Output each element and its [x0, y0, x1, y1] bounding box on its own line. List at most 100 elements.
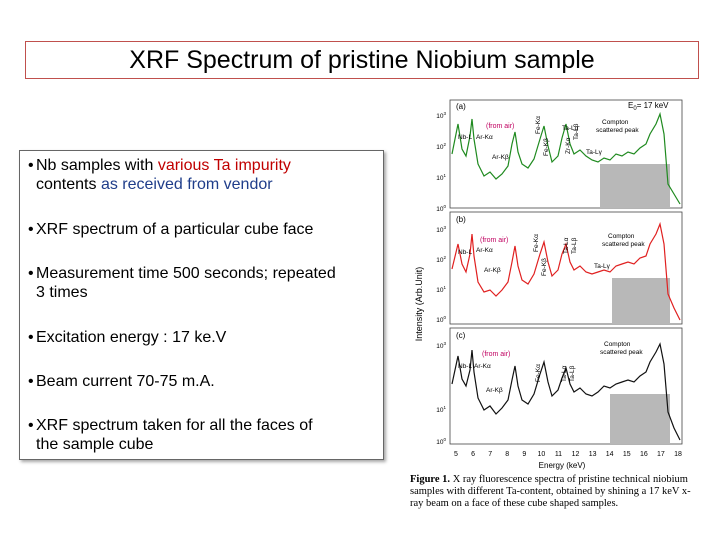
bullet-text: the sample cube	[36, 436, 154, 453]
ytick: 101	[436, 173, 446, 182]
x-tick-label: 11	[555, 451, 562, 458]
x-tick-label: 15	[623, 451, 631, 458]
peak-fe-ka: Fe-Kα	[535, 116, 542, 134]
bullet-text: XRF spectrum taken for all the faces of	[36, 417, 313, 434]
ytick: 103	[436, 225, 446, 234]
peak-ta-lb: Ta-Lβ	[573, 123, 580, 140]
panel-c-yticks: 103 101 100	[436, 341, 446, 446]
ytick: 103	[436, 111, 446, 120]
peak-ta-la: Ta-Lα	[562, 125, 579, 132]
bullet-dot: •	[28, 417, 34, 434]
panel-a-yticks: 103 102 101 100	[436, 111, 446, 213]
panel-b-compton: Compton	[608, 233, 635, 240]
peak-ar-ka: Ar-Kα	[474, 363, 491, 370]
panel-a-e0: E0= 17 keV	[628, 101, 669, 112]
ytick: 102	[436, 255, 446, 264]
x-tick-label: 16	[640, 451, 648, 458]
panel-c-label: (c)	[456, 331, 466, 340]
panel-a: (a) E0= 17 keV (from air) Nb-L Ar-Kα Ar-…	[436, 99, 683, 213]
panel-a-compton-sub: scattered peak	[596, 127, 639, 134]
panel-a-label: (a)	[456, 102, 466, 111]
bullet-text: Nb samples with	[36, 157, 158, 174]
xrf-spectra-figure: Intensity (Arb.Unit) (a) E0= 17 keV (fro…	[414, 99, 683, 470]
caption-text: X ray fluorescence spectra of pristine t…	[410, 474, 691, 509]
peak-ta-lg: Ta-Lγ	[586, 149, 603, 156]
bullet-dot: •	[28, 265, 34, 282]
bullet-dot: •	[28, 373, 34, 390]
slide-title: XRF Spectrum of pristine Niobium sample	[129, 45, 595, 74]
panel-a-from-air: (from air)	[486, 123, 514, 130]
bullet-measurement-time: • Measurement time 500 seconds; repeated…	[28, 264, 378, 302]
panel-b-compton-sub: scattered peak	[602, 241, 645, 248]
panel-c: (c) (from air) Nb-L Ar-Kα Ar-Kβ Fe-Kα Ta…	[436, 327, 683, 446]
bullet-list-box: • Nb samples with various Ta impurity con…	[19, 150, 384, 460]
x-tick-label: 12	[572, 451, 580, 458]
peak-ta-lb: Ta-Lβ	[569, 365, 576, 382]
ytick: 100	[436, 204, 446, 213]
panel-b-label: (b)	[456, 215, 466, 224]
peak-ar-ka: Ar-Kα	[476, 247, 493, 254]
bullet-text: Beam current 70-75 m.A.	[36, 373, 215, 390]
peak-fe-ka: Fe-Kα	[535, 364, 542, 382]
figure-caption: Figure 1. X ray fluorescence spectra of …	[410, 474, 700, 510]
peak-ar-ka: Ar-Kα	[476, 134, 493, 141]
bullet-highlight-blue: as received from vendor	[100, 176, 273, 193]
slide-title-box: XRF Spectrum of pristine Niobium sample	[25, 41, 699, 79]
peak-zr-ka: Zr-Kα	[565, 137, 572, 154]
x-tick-label: 7	[488, 451, 492, 458]
bullet-dot: •	[28, 329, 34, 346]
peak-nb-l: Nb-L	[458, 363, 472, 370]
x-tick-label: 9	[522, 451, 526, 458]
bullet-all-faces: • XRF spectrum taken for all the faces o…	[28, 416, 378, 454]
panel-c-from-air: (from air)	[482, 351, 510, 358]
peak-nb-l: Nb-L	[458, 134, 472, 141]
ytick: 100	[436, 437, 446, 446]
panel-c-compton-sub: scattered peak	[600, 349, 643, 356]
bullet-dot: •	[28, 221, 34, 238]
caption-label: Figure 1.	[410, 474, 451, 485]
x-tick-label: 10	[537, 451, 545, 458]
x-tick-label: 13	[589, 451, 597, 458]
peak-ar-kb: Ar-Kβ	[492, 154, 509, 161]
panel-b-from-air: (from air)	[480, 237, 508, 244]
peak-fe-kb: Fe-Kβ	[543, 138, 550, 156]
ytick: 101	[436, 405, 446, 414]
bullet-highlight-red: various Ta impurity	[157, 157, 291, 174]
peak-ta-la: Ta-Lα	[563, 237, 570, 254]
bullet-xrf-face: • XRF spectrum of a particular cube face	[28, 220, 378, 239]
y-axis-label: Intensity (Arb.Unit)	[414, 267, 424, 342]
panel-a-compton: Compton	[602, 119, 629, 126]
ytick: 103	[436, 341, 446, 350]
peak-ta-la: Ta-Lα	[561, 365, 568, 382]
x-tick-label: 6	[471, 451, 475, 458]
peak-fe-ka: Fe-Kα	[533, 234, 540, 252]
peak-ar-kb: Ar-Kβ	[486, 387, 503, 394]
bullet-excitation-energy: • Excitation energy : 17 ke.V	[28, 328, 378, 347]
bullet-text: 3 times	[36, 284, 88, 301]
bullet-text: Excitation energy : 17 ke.V	[36, 329, 227, 346]
ytick: 101	[436, 285, 446, 294]
x-axis-ticks: 5 6 7 8 9 10 11 12 13 14 15 16 17 18	[454, 451, 682, 458]
bullet-text: Measurement time 500 seconds; repeated	[36, 265, 336, 282]
peak-ar-kb: Ar-Kβ	[484, 267, 501, 274]
bullet-nb-samples: • Nb samples with various Ta impurity con…	[28, 156, 378, 194]
x-tick-label: 18	[674, 451, 682, 458]
peak-ta-lb: Ta-Lβ	[571, 237, 578, 254]
bullet-dot: •	[28, 157, 34, 174]
x-tick-label: 5	[454, 451, 458, 458]
ytick: 100	[436, 315, 446, 324]
x-axis-label: Energy (keV)	[539, 461, 586, 470]
ytick: 102	[436, 142, 446, 151]
panel-b-yticks: 103 102 101 100	[436, 225, 446, 324]
panel-b: (b) (from air) Nb-L Ar-Kα Ar-Kβ Fe-Kα Fe…	[436, 211, 683, 325]
x-tick-label: 17	[657, 451, 665, 458]
bullet-text: XRF spectrum of a particular cube face	[36, 221, 314, 238]
bullet-text: contents	[36, 176, 101, 193]
x-tick-label: 14	[606, 451, 614, 458]
peak-fe-kb: Fe-Kβ	[541, 258, 548, 276]
peak-nb-l: Nb-L	[458, 249, 472, 256]
peak-ta-lg: Ta-Lγ	[594, 263, 611, 270]
bullet-beam-current: • Beam current 70-75 m.A.	[28, 372, 378, 391]
x-tick-label: 8	[505, 451, 509, 458]
panel-c-compton: Compton	[604, 341, 631, 348]
